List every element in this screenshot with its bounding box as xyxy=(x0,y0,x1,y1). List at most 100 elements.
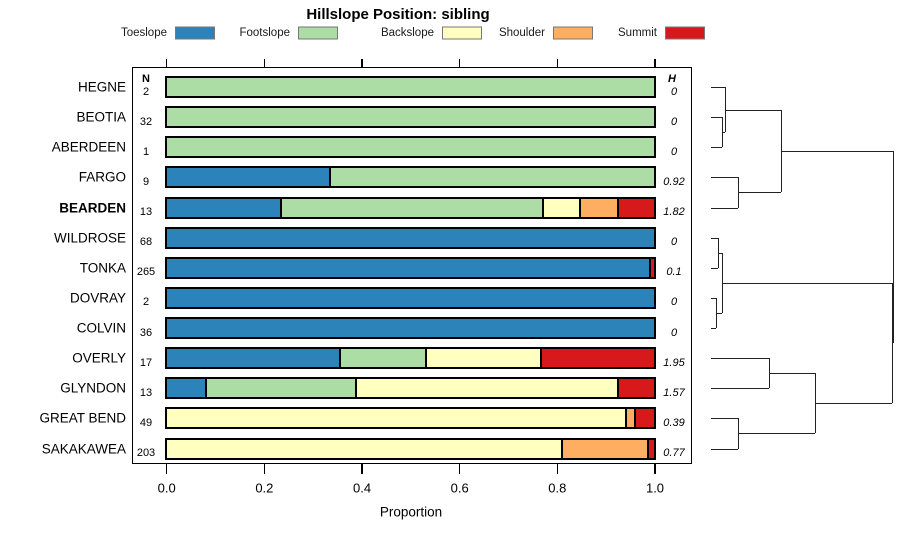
h-value: 0 xyxy=(670,326,678,339)
x-tick-label: 0.0 xyxy=(157,480,176,496)
h-value: 0.92 xyxy=(663,175,685,188)
x-tick-bottom xyxy=(165,464,168,474)
chart-title: Hillslope Position: sibling xyxy=(306,6,490,23)
bar-segment-backslope xyxy=(167,439,561,458)
h-value: 0 xyxy=(670,85,678,98)
dendrogram-segment xyxy=(711,448,738,450)
h-value: 0.77 xyxy=(663,447,685,459)
n-value: 68 xyxy=(139,236,153,249)
bar-row xyxy=(165,226,657,249)
bar-row xyxy=(165,286,657,309)
bar-row xyxy=(165,347,657,370)
dendrogram-segment xyxy=(814,403,893,405)
x-tick-top xyxy=(165,59,168,67)
legend-label: Shoulder xyxy=(498,27,545,39)
row-label: SAKAKAWEA xyxy=(41,441,126,456)
bar-segment-summit xyxy=(539,349,655,368)
bar-row xyxy=(165,377,657,400)
h-column-header: H xyxy=(668,72,676,85)
bar-segment-toeslope xyxy=(167,379,205,398)
legend-swatch xyxy=(553,26,593,40)
legend-label: Backslope xyxy=(380,27,434,39)
bar-segment-backslope xyxy=(424,349,540,368)
n-value: 13 xyxy=(139,386,153,399)
dendrogram-segment xyxy=(711,87,725,88)
bar-segment-toeslope xyxy=(167,168,330,187)
bar-segment-toeslope xyxy=(167,258,650,277)
h-value: 0 xyxy=(670,115,678,128)
row-label: FARGO xyxy=(78,169,126,185)
h-value: 1.95 xyxy=(663,356,685,369)
x-tick-label: 0.8 xyxy=(548,480,567,496)
bar-segment-footslope xyxy=(167,108,655,127)
n-value: 265 xyxy=(136,266,156,279)
dendrogram-segment xyxy=(711,117,722,119)
row-label: DOVRAY xyxy=(69,290,126,306)
dendrogram-segment xyxy=(893,151,894,344)
bar-segment-footslope xyxy=(167,138,655,157)
bar-segment-shoulder xyxy=(579,198,617,217)
n-value: 36 xyxy=(139,326,153,339)
dendrogram-segment xyxy=(737,433,815,435)
h-value: 0 xyxy=(670,296,678,309)
x-tick-bottom xyxy=(361,464,363,474)
h-value: 1.82 xyxy=(663,206,685,218)
row-label: GREAT BEND xyxy=(39,410,126,426)
legend-label: Summit xyxy=(618,27,657,39)
bar-segment-footslope xyxy=(167,78,655,96)
bar-segment-summit xyxy=(616,379,655,398)
bar-row xyxy=(165,437,657,460)
legend-label: Footslope xyxy=(239,27,290,39)
n-value: 49 xyxy=(139,416,153,429)
x-tick-label: 0.4 xyxy=(352,480,372,496)
legend-swatch xyxy=(298,26,338,40)
dendrogram-segment xyxy=(711,328,716,329)
dendrogram-segment xyxy=(711,177,738,179)
bar-segment-toeslope xyxy=(167,198,280,217)
dendrogram-segment xyxy=(711,297,716,299)
bar-row xyxy=(165,407,657,430)
row-label: WILDROSE xyxy=(53,230,126,246)
x-tick-bottom xyxy=(654,464,656,474)
bar-segment-toeslope xyxy=(167,288,655,307)
dendrogram-segment xyxy=(721,132,725,134)
bar-row xyxy=(165,317,657,339)
x-tick-bottom xyxy=(263,464,266,474)
h-value: 0.1 xyxy=(666,266,682,279)
x-axis-label: Proportion xyxy=(379,504,443,520)
dendrogram-segment xyxy=(711,358,770,360)
x-tick-top xyxy=(361,59,363,67)
row-label: HEGNE xyxy=(77,79,126,95)
dendrogram-segment xyxy=(717,252,722,254)
x-tick-label: 1.0 xyxy=(645,480,665,496)
bar-segment-summit xyxy=(634,409,655,428)
legend-swatch xyxy=(175,26,215,40)
bar-row xyxy=(165,196,657,219)
n-value: 13 xyxy=(139,206,153,218)
x-tick-top xyxy=(654,59,656,67)
dendrogram-segment xyxy=(737,192,782,194)
x-tick-label: 0.6 xyxy=(450,480,469,496)
n-value: 203 xyxy=(136,447,156,459)
bar-segment-summit xyxy=(616,198,655,217)
bar-segment-footslope xyxy=(329,168,655,187)
plot-area-box xyxy=(131,67,692,464)
bar-segment-toeslope xyxy=(167,228,655,247)
legend-label: Toeslope xyxy=(120,27,167,39)
x-tick-top xyxy=(458,59,461,67)
bar-segment-footslope xyxy=(339,349,425,368)
row-label: ABERDEEN xyxy=(51,139,126,155)
bar-row xyxy=(165,76,657,98)
h-value: 0 xyxy=(670,236,678,249)
bar-row xyxy=(165,256,657,279)
bar-segment-shoulder xyxy=(560,439,648,458)
row-label: BEARDEN xyxy=(59,200,126,215)
dendrogram-segment xyxy=(711,207,738,209)
bar-segment-toeslope xyxy=(167,319,655,337)
bar-segment-toeslope xyxy=(167,349,340,368)
bar-row xyxy=(165,166,657,189)
n-value: 9 xyxy=(142,175,150,188)
n-value: 17 xyxy=(139,356,153,369)
dendrogram-segment xyxy=(711,267,718,269)
